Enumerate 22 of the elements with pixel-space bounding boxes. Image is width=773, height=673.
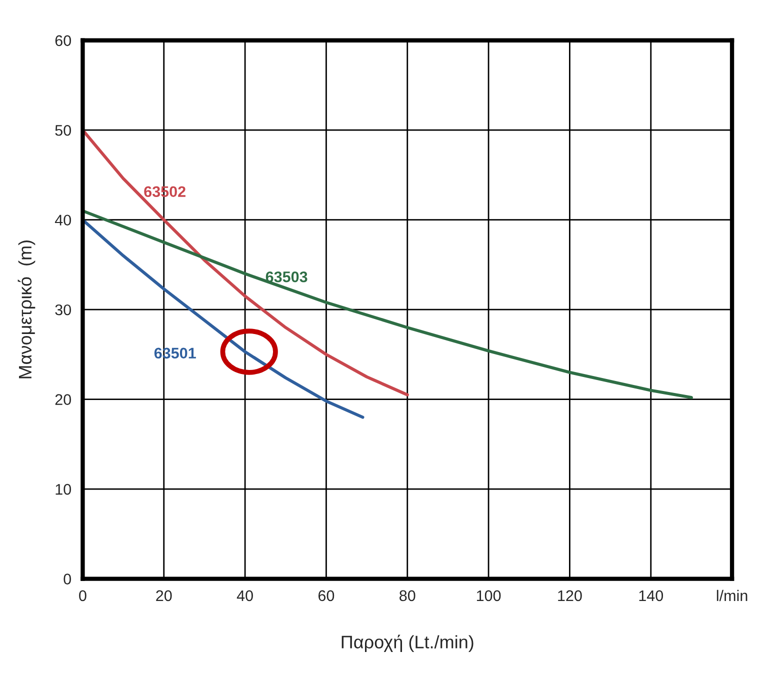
series-label: 63503 xyxy=(266,271,308,282)
x-tick-label: 140 xyxy=(639,590,664,602)
y-tick-label: 50 xyxy=(55,124,72,136)
x-tick-label: 120 xyxy=(558,590,582,602)
y-axis-title: Μανομετρικό (m) xyxy=(18,240,36,378)
y-tick-label: 40 xyxy=(54,214,72,226)
x-axis-title: Παροχή (Lt./min) xyxy=(342,634,474,652)
x-tick-label: 100 xyxy=(476,590,501,602)
x-tick-label: 0 xyxy=(79,590,86,602)
line-series xyxy=(82,218,364,419)
x-tick-label: 40 xyxy=(236,590,253,602)
x-tick-label: 20 xyxy=(156,590,172,602)
y-tick-label: 10 xyxy=(56,484,72,495)
y-tick-label: 30 xyxy=(55,304,72,316)
y-tick-label: 60 xyxy=(55,35,72,46)
x-tick-label: 80 xyxy=(400,590,416,602)
y-tick-label: 0 xyxy=(64,574,72,584)
x-tick-label: 60 xyxy=(318,590,334,602)
line-series xyxy=(82,128,409,396)
line-series xyxy=(82,209,693,400)
y-tick-label: 20 xyxy=(55,394,72,405)
x-tick-label: l/min xyxy=(716,590,748,602)
